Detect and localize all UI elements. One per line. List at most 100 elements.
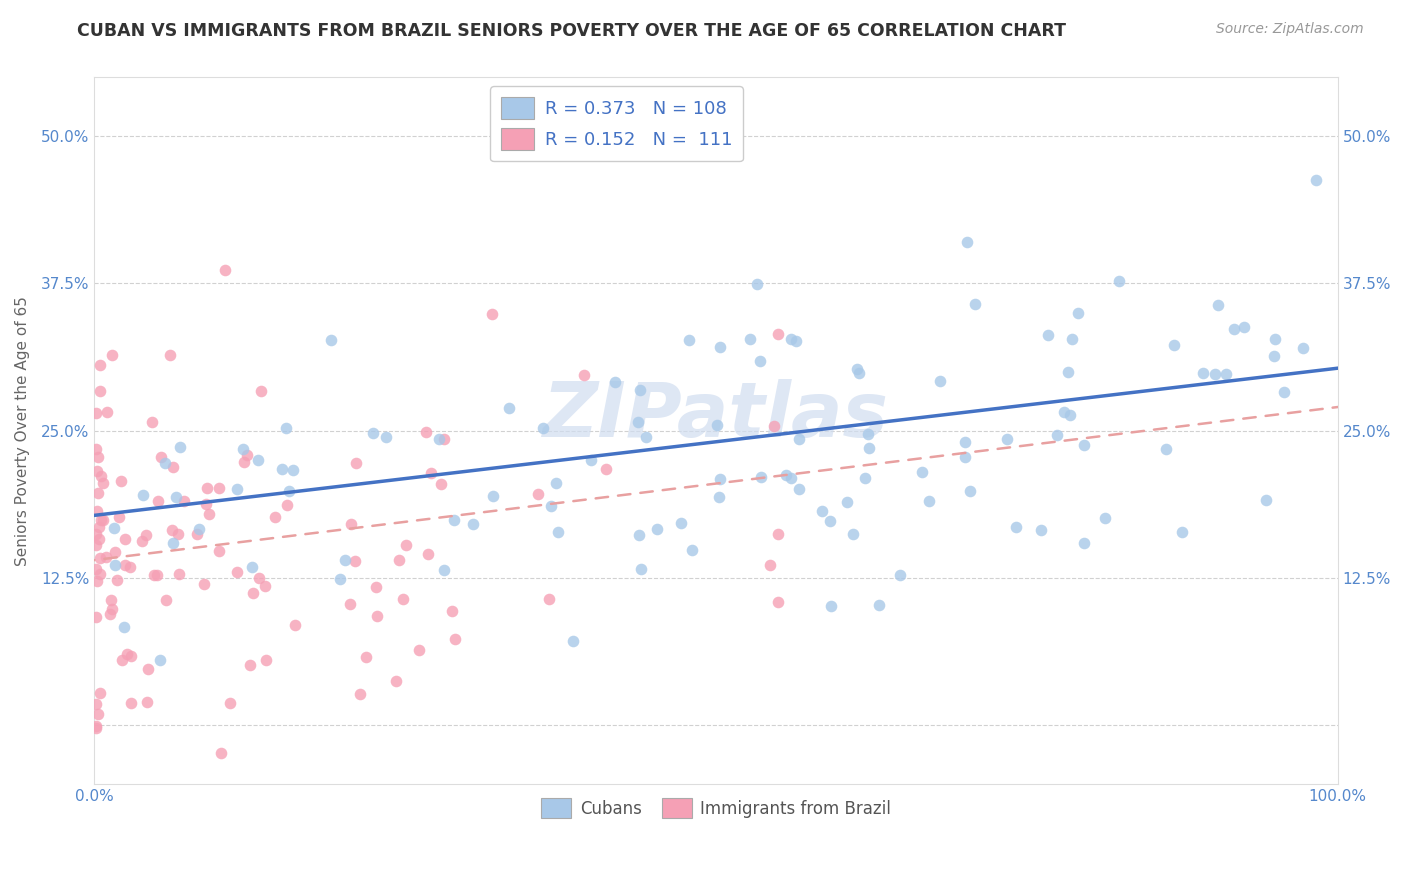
Point [254, 652, 277, 666]
Point [89, 686, 111, 700]
Point [90, 468, 112, 483]
Point [354, 649, 377, 664]
Point [141, 415, 163, 429]
Point [98, 607, 121, 622]
Point [678, 333, 700, 347]
Point [481, 307, 503, 321]
Point [1263, 349, 1285, 363]
Point [194, 497, 217, 511]
Point [84, 538, 107, 552]
Point [84, 406, 107, 420]
Point [340, 517, 363, 532]
Point [195, 481, 218, 495]
Point [956, 235, 979, 250]
Point [335, 553, 357, 567]
Point [561, 633, 583, 648]
Point [645, 522, 668, 536]
Point [271, 462, 294, 476]
Point [889, 568, 911, 582]
Point [1059, 408, 1081, 422]
Point [498, 401, 520, 415]
Point [86, 707, 108, 722]
Point [232, 455, 254, 469]
Point [264, 509, 287, 524]
Point [103, 544, 125, 558]
Point [858, 441, 880, 455]
Point [120, 649, 142, 664]
Point [103, 521, 125, 535]
Point [420, 467, 443, 481]
Point [395, 538, 418, 552]
Point [162, 459, 184, 474]
Point [540, 499, 562, 513]
Point [440, 604, 463, 618]
Point [1031, 523, 1053, 537]
Point [91, 513, 114, 527]
Point [1222, 321, 1244, 335]
Point [433, 432, 456, 446]
Point [89, 358, 111, 372]
Point [1073, 438, 1095, 452]
Point [120, 560, 142, 574]
Point [1171, 524, 1194, 539]
Point [820, 599, 842, 613]
Point [112, 620, 135, 634]
Point [159, 348, 181, 362]
Point [779, 470, 801, 484]
Point [173, 493, 195, 508]
Point [1046, 427, 1069, 442]
Point [928, 374, 950, 388]
Point [766, 595, 789, 609]
Point [343, 554, 366, 568]
Point [766, 326, 789, 341]
Point [775, 468, 797, 483]
Point [959, 483, 981, 498]
Point [167, 566, 190, 581]
Point [1292, 342, 1315, 356]
Point [166, 491, 188, 505]
Point [232, 442, 254, 456]
Point [138, 662, 160, 676]
Point [627, 415, 650, 429]
Point [86, 504, 108, 518]
Point [911, 465, 934, 479]
Point [749, 470, 772, 484]
Point [105, 573, 128, 587]
Point [918, 494, 941, 508]
Point [415, 425, 437, 439]
Point [155, 593, 177, 607]
Point [995, 432, 1018, 446]
Point [408, 642, 430, 657]
Point [1163, 338, 1185, 352]
Point [1073, 536, 1095, 550]
Point [110, 474, 132, 488]
Point [84, 562, 107, 576]
Point [87, 450, 110, 465]
Point [1094, 511, 1116, 525]
Point [853, 471, 876, 485]
Point [143, 568, 166, 582]
Point [363, 426, 385, 441]
Point [240, 559, 263, 574]
Point [953, 450, 976, 464]
Point [89, 550, 111, 565]
Point [84, 527, 107, 541]
Point [1192, 366, 1215, 380]
Point [253, 579, 276, 593]
Point [1233, 320, 1256, 334]
Point [114, 532, 136, 546]
Point [115, 647, 138, 661]
Point [321, 333, 343, 347]
Point [868, 598, 890, 612]
Point [94, 550, 117, 565]
Point [208, 544, 231, 558]
Point [166, 526, 188, 541]
Point [1305, 172, 1327, 186]
Point [763, 418, 786, 433]
Point [387, 552, 409, 566]
Point [84, 610, 107, 624]
Point [211, 746, 233, 760]
Text: ZIPatlas: ZIPatlas [543, 379, 889, 453]
Point [146, 568, 169, 582]
Point [344, 457, 367, 471]
